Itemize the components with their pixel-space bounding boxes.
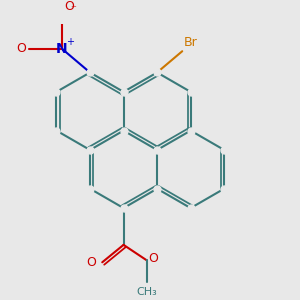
Text: N: N bbox=[56, 42, 68, 56]
Text: O: O bbox=[87, 256, 96, 269]
Text: Br: Br bbox=[184, 36, 198, 49]
Text: +: + bbox=[66, 37, 74, 47]
Text: O: O bbox=[149, 252, 159, 265]
Text: CH₃: CH₃ bbox=[136, 287, 157, 298]
Text: O: O bbox=[16, 42, 26, 55]
Text: O: O bbox=[64, 0, 74, 13]
Text: ⁻: ⁻ bbox=[70, 4, 76, 14]
